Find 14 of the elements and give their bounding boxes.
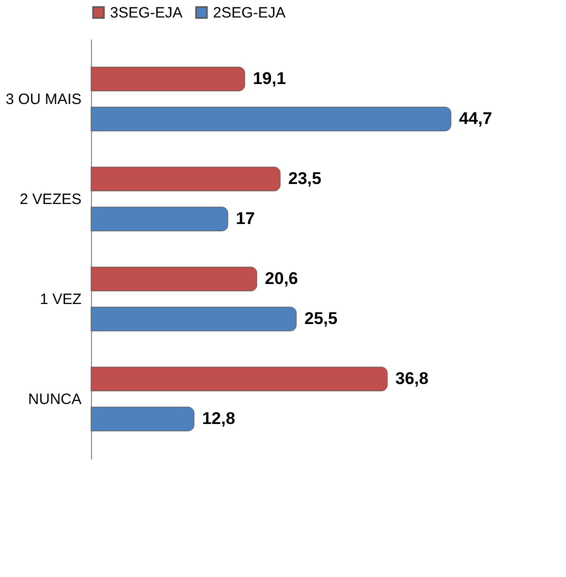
y-tick-label: 1 VEZ — [40, 291, 82, 308]
y-tick-label: NUNCA — [28, 391, 82, 408]
y-tick-label: 2 VEZES — [20, 191, 82, 208]
legend-label: 3SEG-EJA — [110, 4, 183, 22]
data-label: 12,8 — [202, 409, 236, 428]
data-label: 20,6 — [264, 269, 298, 288]
data-label: 44,7 — [459, 109, 492, 128]
data-label: 17 — [236, 209, 255, 228]
legend-label: 2SEG-EJA — [213, 4, 286, 22]
data-label: 23,5 — [288, 169, 322, 188]
data-label: 19,1 — [252, 69, 286, 88]
data-label: 36,8 — [395, 369, 428, 388]
data-label: 25,5 — [304, 309, 338, 328]
y-tick-label: 3 OU MAIS — [6, 91, 82, 108]
